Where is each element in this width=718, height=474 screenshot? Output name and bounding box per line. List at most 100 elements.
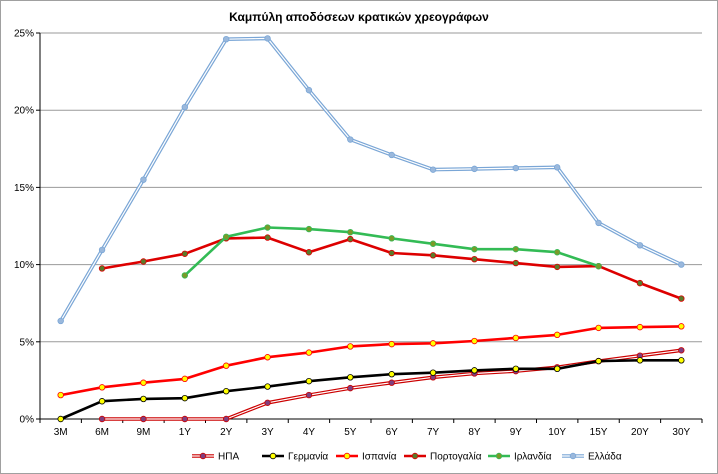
data-point	[264, 354, 271, 361]
data-point	[512, 164, 520, 172]
data-point	[305, 86, 313, 94]
x-tick-label: 9M	[136, 427, 150, 438]
data-point	[388, 235, 395, 242]
data-point	[636, 279, 644, 287]
y-tick-label: 10%	[14, 260, 34, 271]
data-point	[595, 324, 602, 332]
data-point	[347, 228, 354, 236]
data-point	[98, 384, 106, 391]
data-point	[98, 415, 106, 423]
data-point	[678, 357, 685, 364]
data-point	[471, 367, 478, 374]
series-line	[60, 325, 682, 397]
data-point	[181, 394, 189, 402]
x-tick-label: 5Y	[344, 427, 357, 438]
data-point	[429, 252, 437, 259]
series-line	[59, 36, 683, 322]
data-point	[512, 259, 520, 267]
data-point	[595, 262, 602, 270]
data-point	[98, 398, 106, 405]
legend-label: Πορτογαλία	[430, 451, 482, 463]
series-2	[57, 357, 685, 423]
data-point	[305, 391, 313, 399]
series-1	[98, 347, 685, 423]
data-point	[388, 379, 395, 386]
data-point	[388, 340, 395, 348]
data-point	[636, 323, 644, 331]
data-point	[553, 263, 561, 271]
data-point	[636, 357, 644, 364]
data-point	[305, 249, 313, 256]
series-lines	[57, 35, 685, 423]
legend-item: ΗΠΑ	[192, 452, 239, 463]
data-point	[347, 136, 354, 143]
legend-marker	[343, 452, 351, 460]
data-point	[388, 249, 395, 257]
series-line-inner	[60, 37, 682, 322]
data-point	[636, 242, 644, 249]
data-point	[595, 219, 602, 227]
y-tick-label: 20%	[14, 106, 34, 117]
legend: ΗΠΑ Γερμανία Ισπανία Πορτογαλία Ιρλανδία Ελλά…	[192, 451, 622, 463]
legend-marker	[199, 452, 207, 460]
data-point	[140, 379, 147, 386]
y-tick-label: 25%	[14, 29, 34, 40]
data-point	[553, 331, 561, 339]
data-point	[140, 176, 147, 183]
x-tick-label: 9Y	[510, 427, 523, 438]
data-point	[264, 399, 271, 406]
data-point	[222, 362, 230, 369]
data-point	[553, 164, 561, 171]
data-point	[471, 337, 478, 345]
data-point	[678, 347, 685, 354]
data-point	[305, 349, 313, 356]
x-tick-label: 1Y	[179, 427, 192, 438]
data-point	[471, 245, 478, 253]
data-point	[305, 377, 313, 385]
data-point	[471, 165, 478, 173]
series-6	[57, 35, 685, 325]
data-point	[57, 415, 64, 423]
x-tick-label: 15Y	[590, 427, 608, 438]
legend-marker	[269, 452, 277, 460]
y-tick-label: 15%	[14, 183, 34, 194]
legend-label: ΗΠΑ	[218, 452, 239, 463]
data-point	[347, 343, 354, 350]
data-point	[678, 295, 685, 302]
legend-marker	[495, 452, 503, 460]
x-tick-label: 6Y	[386, 427, 399, 438]
data-point	[429, 166, 437, 173]
data-point	[429, 240, 437, 247]
series-line	[60, 358, 682, 421]
series-5	[181, 224, 602, 279]
data-point	[429, 340, 437, 347]
chart-title: Καμπύλη αποδόσεων κρατικών χρεογράφων	[229, 10, 489, 24]
data-point	[264, 383, 271, 390]
data-point	[595, 357, 602, 365]
data-point	[140, 258, 147, 265]
y-tick-label: 5%	[20, 337, 35, 348]
data-point	[512, 365, 520, 373]
x-tick-label: 3Y	[261, 427, 274, 438]
data-point	[264, 234, 271, 241]
data-point	[181, 250, 189, 257]
data-point	[678, 323, 685, 330]
legend-label: Ιρλανδία	[514, 451, 552, 463]
data-point	[388, 151, 395, 159]
x-tick-label: 10Y	[548, 427, 566, 438]
legend-label: Ελλάδα	[588, 451, 622, 463]
data-point	[181, 375, 189, 383]
data-point	[553, 249, 561, 256]
y-axis-ticks: 0% 5% 10% 15% 20% 25%	[14, 29, 40, 426]
data-point	[512, 245, 520, 253]
data-point	[140, 395, 147, 403]
data-point	[222, 35, 230, 43]
data-point	[471, 255, 478, 263]
data-point	[678, 261, 685, 268]
legend-marker	[411, 452, 419, 460]
data-point	[264, 224, 271, 231]
x-tick-label: 8Y	[468, 427, 481, 438]
x-tick-label: 20Y	[631, 427, 649, 438]
